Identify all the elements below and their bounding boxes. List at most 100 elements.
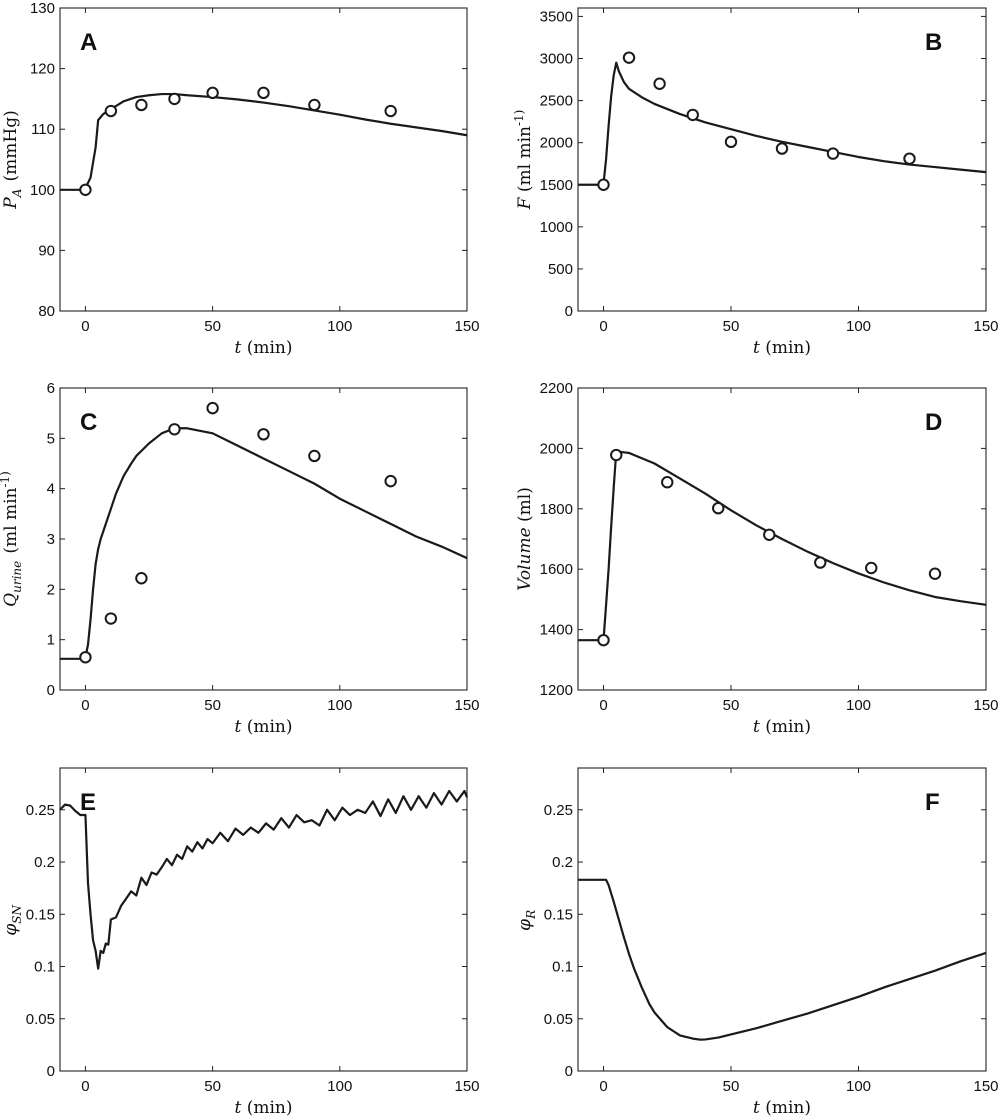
y-tick-label: 0.2 bbox=[34, 854, 55, 871]
model-line bbox=[60, 427, 468, 660]
x-tick-label: 100 bbox=[327, 1078, 352, 1095]
panel-E: 0 50 100 150 0 0.05 0.1 0.15 0.2 0.25 t (min) φSN E bbox=[1, 767, 480, 1117]
data-point bbox=[257, 86, 270, 100]
x-tick-label: 150 bbox=[454, 318, 479, 335]
data-point bbox=[597, 633, 610, 647]
y-tick-label: 0.1 bbox=[552, 959, 573, 976]
y-tick-label: 1200 bbox=[540, 682, 573, 699]
x-axis-label: t (min) bbox=[753, 1098, 811, 1117]
data-point bbox=[622, 51, 636, 64]
x-tick-label: 150 bbox=[973, 697, 998, 714]
data-point bbox=[168, 423, 181, 436]
data-point bbox=[104, 612, 118, 625]
y-axis-label: φSN bbox=[1, 903, 24, 935]
x-tick-label: 0 bbox=[81, 1078, 89, 1095]
y-tick-label: 90 bbox=[38, 242, 55, 259]
data-point bbox=[597, 178, 610, 191]
x-tick-label: 0 bbox=[81, 318, 89, 335]
x-tick-label: 100 bbox=[327, 318, 352, 335]
panel-letter: A bbox=[80, 29, 97, 56]
x-axis-label: t (min) bbox=[234, 338, 292, 358]
x-tick-label: 0 bbox=[81, 697, 89, 714]
x-tick-label: 150 bbox=[973, 318, 998, 335]
model-line bbox=[578, 450, 987, 642]
data-point bbox=[610, 448, 623, 462]
data-point bbox=[168, 92, 181, 106]
y-tick-label: 3500 bbox=[540, 8, 573, 25]
model-line bbox=[578, 61, 987, 186]
model-line bbox=[59, 789, 469, 970]
y-tick-label: 5 bbox=[47, 430, 55, 447]
x-tick-label: 100 bbox=[846, 318, 871, 335]
x-tick-label: 100 bbox=[846, 1078, 871, 1095]
y-tick-label: 0.15 bbox=[544, 906, 573, 923]
y-axis-label: F (ml min-1) bbox=[512, 110, 535, 211]
data-point bbox=[257, 428, 270, 441]
data-point bbox=[814, 556, 827, 569]
panel-C: 0 50 100 150 0 1 2 3 4 5 6 t (min) Qurine (ml min-1)… bbox=[0, 380, 480, 737]
data-point bbox=[104, 104, 118, 118]
y-axis-label: PA (mmHg) bbox=[1, 110, 24, 209]
y-tick-label: 1 bbox=[47, 632, 55, 649]
data-point bbox=[724, 135, 738, 149]
y-tick-label: 0.05 bbox=[26, 1011, 55, 1028]
y-tick-label: 100 bbox=[30, 182, 55, 199]
y-tick-label: 1400 bbox=[540, 622, 573, 639]
x-tick-label: 50 bbox=[204, 318, 221, 335]
x-tick-label: 50 bbox=[723, 697, 740, 714]
y-tick-label: 0.25 bbox=[544, 802, 573, 819]
model-line bbox=[60, 92, 468, 191]
panel-letter: C bbox=[80, 409, 97, 436]
panel-letter: D bbox=[925, 409, 942, 436]
x-tick-label: 0 bbox=[599, 697, 607, 714]
y-tick-label: 4 bbox=[47, 481, 55, 498]
x-axis-label: t (min) bbox=[234, 717, 292, 737]
data-point bbox=[384, 474, 397, 488]
plot-frame bbox=[577, 767, 987, 1072]
data-point bbox=[79, 651, 92, 664]
panel-letter: F bbox=[925, 789, 940, 816]
y-tick-label: 2000 bbox=[540, 440, 573, 457]
y-tick-label: 6 bbox=[47, 380, 55, 397]
plot-frame bbox=[59, 7, 468, 312]
y-tick-label: 1600 bbox=[540, 561, 573, 578]
x-tick-label: 100 bbox=[327, 697, 352, 714]
y-tick-label: 120 bbox=[30, 61, 55, 78]
data-point bbox=[206, 401, 219, 415]
y-tick-label: 0.15 bbox=[26, 906, 55, 923]
y-tick-label: 3 bbox=[47, 531, 55, 548]
y-tick-label: 0.1 bbox=[34, 959, 55, 976]
data-point bbox=[384, 104, 397, 118]
plot-frame bbox=[577, 387, 987, 691]
data-point bbox=[206, 86, 219, 100]
y-tick-label: 0.05 bbox=[544, 1011, 573, 1028]
data-point bbox=[712, 501, 725, 515]
x-tick-label: 50 bbox=[204, 697, 221, 714]
plot-frame bbox=[59, 767, 468, 1072]
data-point bbox=[903, 152, 916, 165]
data-point bbox=[686, 108, 699, 122]
x-tick-label: 150 bbox=[973, 1078, 998, 1095]
x-tick-label: 150 bbox=[454, 697, 479, 714]
x-tick-label: 50 bbox=[723, 1078, 740, 1095]
x-tick-label: 0 bbox=[599, 318, 607, 335]
y-tick-label: 80 bbox=[38, 303, 55, 320]
x-axis-label: t (min) bbox=[234, 1098, 292, 1117]
data-point bbox=[308, 449, 321, 463]
x-tick-label: 0 bbox=[599, 1078, 607, 1095]
y-axis-label: φR bbox=[515, 908, 538, 931]
x-tick-label: 50 bbox=[204, 1078, 221, 1095]
x-tick-label: 50 bbox=[723, 318, 740, 335]
data-point bbox=[135, 572, 148, 585]
y-tick-label: 2 bbox=[47, 581, 55, 598]
data-point bbox=[135, 98, 148, 112]
data-point bbox=[79, 183, 92, 197]
x-axis-label: t (min) bbox=[753, 717, 811, 737]
x-axis-label: t (min) bbox=[753, 338, 811, 358]
data-point bbox=[928, 567, 942, 580]
y-tick-label: 2500 bbox=[540, 93, 573, 110]
y-tick-label: 1000 bbox=[540, 219, 573, 236]
y-tick-label: 1800 bbox=[540, 501, 573, 518]
